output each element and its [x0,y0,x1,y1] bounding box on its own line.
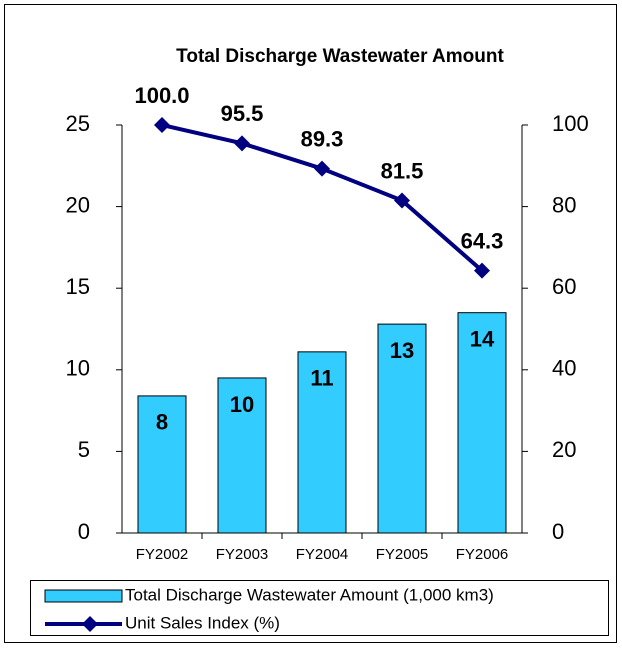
x-tick-label: FY2003 [216,546,269,563]
bar [217,377,267,534]
x-tick-label: FY2005 [376,546,429,563]
bar [377,323,427,534]
y2-tick-label: 0 [552,519,564,544]
bar [297,351,347,534]
y2-tick-label: 60 [552,274,576,299]
bar-value-label: 14 [470,326,495,351]
legend-label: Total Discharge Wastewater Amount (1,000… [125,585,494,604]
legend [30,580,609,636]
bar [457,312,507,534]
bar-value-label: 8 [156,410,168,435]
x-tick-label: FY2006 [456,546,509,563]
y2-tick-label: 40 [552,356,576,381]
chart-border [4,4,617,643]
y-tick-label: 5 [78,437,90,462]
legend-label: Unit Sales Index (%) [125,613,280,632]
line-value-label: 89.3 [301,126,344,151]
line-marker [154,117,170,133]
line-marker [394,192,410,209]
legend-swatch [44,589,123,603]
y2-tick-label: 20 [552,437,576,462]
y2-tick-label: 100 [552,111,589,136]
line-marker [234,135,250,152]
bar-value-label: 11 [310,366,333,391]
y2-tick-label: 80 [552,192,576,217]
y-tick-label: 25 [66,111,90,136]
bar-value-label: 13 [390,338,414,363]
y-tick-label: 15 [66,274,90,299]
line-value-label: 95.5 [221,101,264,126]
y-tick-label: 0 [78,519,90,544]
line-marker [474,262,490,279]
chart-title: Total Discharge Wastewater Amount [176,46,504,67]
legend-marker [82,616,98,632]
line-value-label: 81.5 [381,158,424,183]
x-tick-label: FY2004 [296,546,349,563]
x-tick-label: FY2002 [136,546,189,563]
y-tick-label: 20 [66,192,90,217]
line-marker [314,160,330,177]
line-value-label: 64.3 [461,228,504,253]
y-tick-label: 10 [66,356,90,381]
bar-value-label: 10 [230,392,254,417]
bar [137,395,187,534]
line-value-label: 100.0 [134,83,189,108]
